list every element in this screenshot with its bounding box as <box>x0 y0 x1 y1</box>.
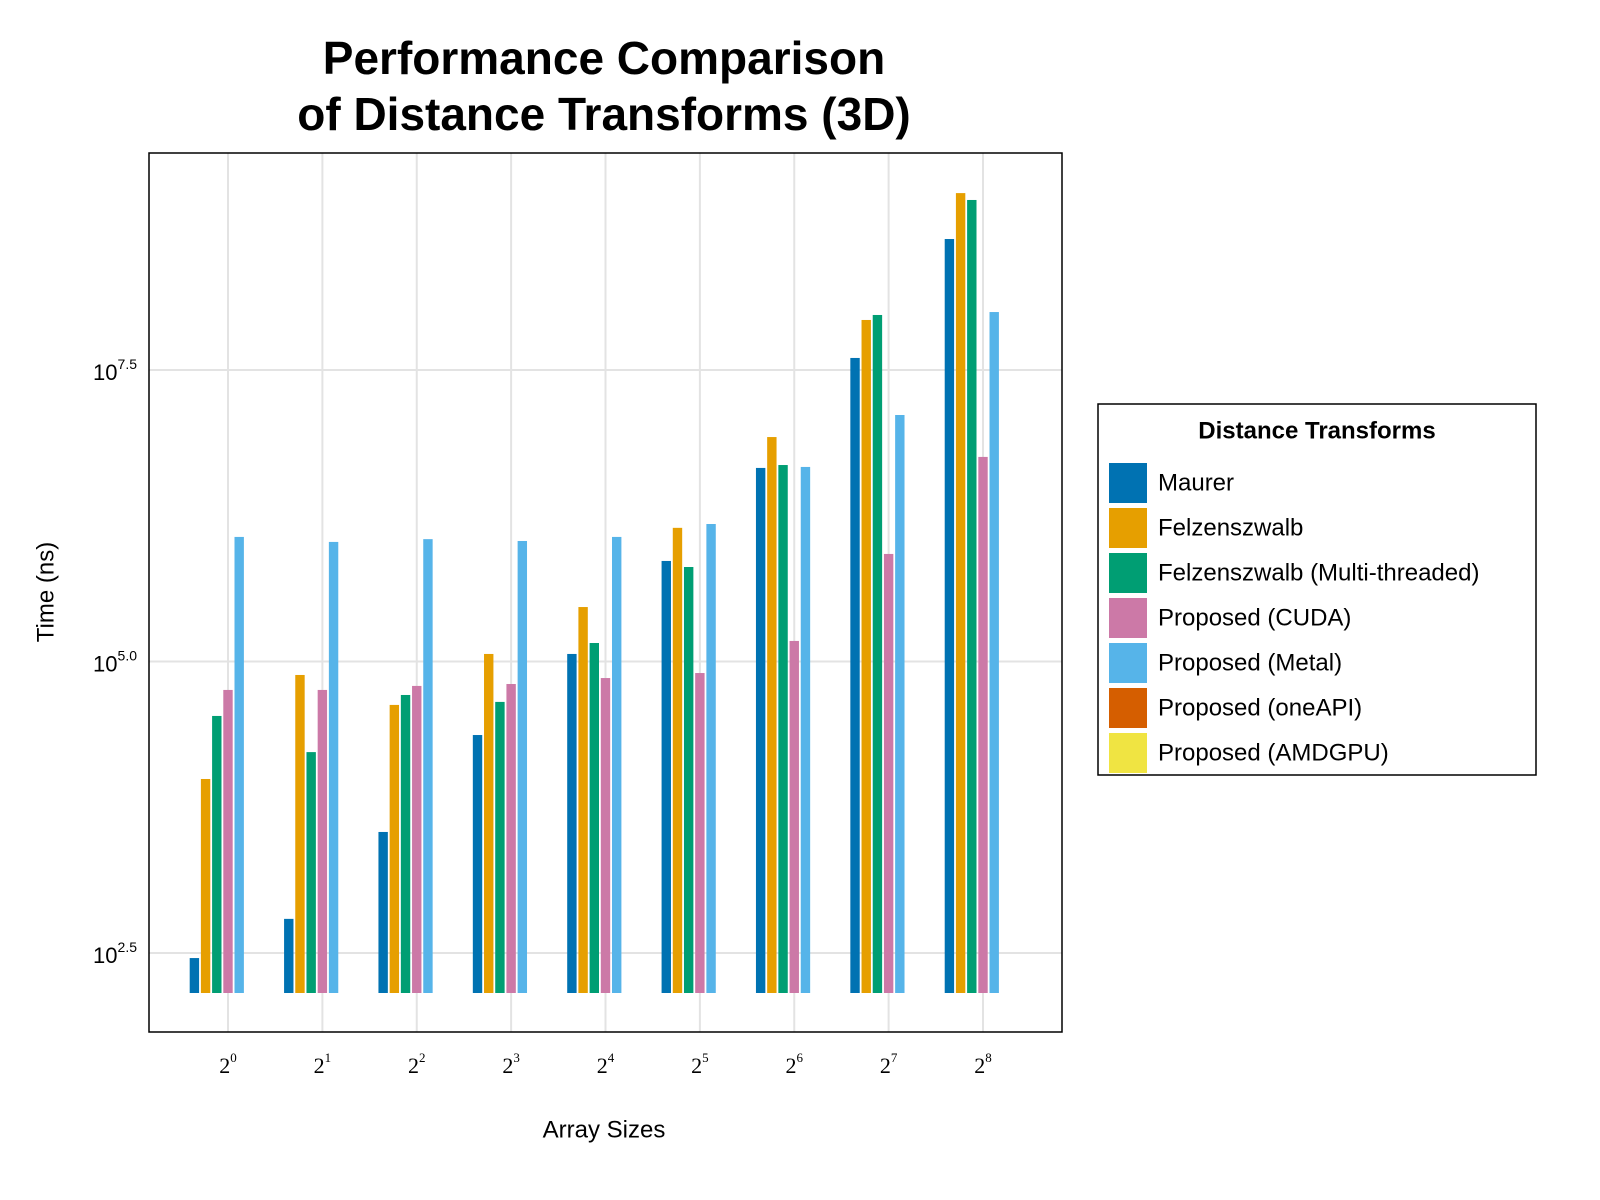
legend-swatch <box>1109 508 1147 548</box>
bar <box>978 456 988 993</box>
y-tick-label: 107.5 <box>93 356 137 385</box>
legend-label: Proposed (oneAPI) <box>1158 694 1362 721</box>
bar <box>600 678 611 993</box>
bar <box>967 199 977 993</box>
bar <box>695 673 705 993</box>
chart-title: Performance Comparison <box>323 32 885 84</box>
legend-swatch <box>1109 598 1147 638</box>
bar <box>800 466 811 993</box>
x-tick-label: 24 <box>597 1050 615 1078</box>
x-tick-label: 25 <box>691 1050 709 1078</box>
bar <box>200 778 211 993</box>
bar <box>234 536 244 993</box>
bar <box>755 467 766 993</box>
bar <box>955 193 966 993</box>
x-axis-label: Array Sizes <box>543 1116 666 1143</box>
bar <box>589 643 599 993</box>
legend-label: Maurer <box>1158 469 1234 496</box>
bar <box>706 524 716 993</box>
legend-swatch <box>1109 733 1147 773</box>
legend-swatch <box>1109 463 1147 503</box>
bar <box>767 437 777 993</box>
bar <box>378 831 388 993</box>
x-tick-label: 23 <box>502 1050 519 1078</box>
bar <box>850 357 860 993</box>
x-tick-label: 28 <box>974 1050 992 1078</box>
legend-swatch <box>1109 688 1147 728</box>
x-tick-label: 22 <box>408 1050 426 1078</box>
legend-box <box>1097 403 1537 776</box>
x-tick-label: 20 <box>219 1050 237 1078</box>
legend-label: Felzenszwalb <box>1158 514 1303 541</box>
bar <box>212 715 222 993</box>
bar <box>284 918 294 993</box>
bar <box>578 607 588 993</box>
bar <box>989 312 999 993</box>
x-tick-label: 27 <box>880 1050 898 1078</box>
bar <box>895 414 905 993</box>
bar <box>517 540 528 993</box>
legend-label: Proposed (Metal) <box>1158 649 1342 676</box>
bar <box>778 465 788 993</box>
y-axis-label: Time (ns) <box>32 542 59 642</box>
bar <box>872 314 883 993</box>
bar <box>567 653 577 993</box>
bar <box>306 752 316 993</box>
legend-label: Proposed (AMDGPU) <box>1158 739 1389 766</box>
bar <box>328 541 339 993</box>
bar <box>506 683 516 993</box>
x-tick-label: 26 <box>786 1050 804 1078</box>
bar <box>423 539 433 993</box>
bar <box>495 701 505 993</box>
legend-title: Distance Transforms <box>1198 417 1435 444</box>
bar <box>944 239 955 993</box>
y-tick-label: 105.0 <box>93 647 137 676</box>
legend-swatch <box>1109 643 1147 683</box>
plot-frame <box>148 152 1063 1033</box>
bar <box>861 319 871 994</box>
bar <box>672 527 683 993</box>
bar <box>189 958 200 993</box>
bar <box>295 674 305 993</box>
legend-swatch <box>1109 553 1147 593</box>
bar <box>789 640 799 993</box>
bar <box>472 735 483 993</box>
chart-title: of Distance Transforms (3D) <box>297 88 910 140</box>
bar <box>400 694 411 993</box>
x-tick-label: 21 <box>314 1050 332 1078</box>
bar <box>683 567 694 993</box>
bar <box>389 704 400 993</box>
legend-label: Proposed (CUDA) <box>1158 604 1351 631</box>
bar <box>484 653 494 993</box>
bar <box>317 689 328 993</box>
y-tick-label: 102.5 <box>93 939 137 968</box>
bar <box>223 689 233 993</box>
bar <box>661 560 671 993</box>
bar <box>412 685 422 993</box>
bar <box>883 553 894 993</box>
legend-label: Felzenszwalb (Multi-threaded) <box>1158 559 1479 586</box>
bar <box>612 536 622 993</box>
